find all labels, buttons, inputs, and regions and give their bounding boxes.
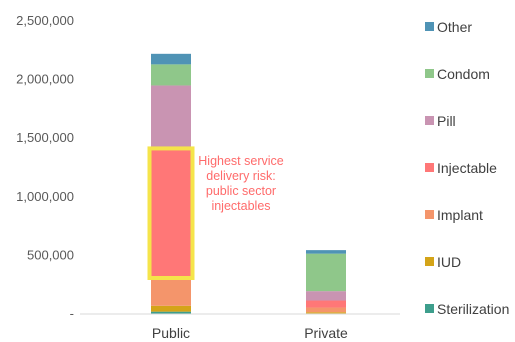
- highlight-box: [147, 146, 195, 280]
- bar-segment-condom-private: [306, 253, 346, 292]
- bar-segment-iud-public: [151, 305, 191, 312]
- legend-swatch-other: [425, 22, 434, 31]
- legend-label: Injectable: [437, 160, 497, 176]
- highlight-layer: [147, 146, 195, 280]
- legend-swatch-sterilization: [425, 304, 434, 313]
- legend-label: Pill: [437, 113, 456, 129]
- legend-label: Implant: [437, 207, 483, 223]
- bar-segment-pill-private: [306, 291, 346, 301]
- x-axis: Public Private: [152, 325, 348, 341]
- bar-segment-iud-private: [306, 312, 346, 314]
- bar-segment-injectable-public: [151, 149, 191, 277]
- x-tick-label: Public: [152, 325, 190, 341]
- legend-label: IUD: [437, 254, 461, 270]
- bar-segment-pill-public: [151, 85, 191, 150]
- y-tick-label: 1,000,000: [16, 189, 74, 204]
- legend-swatch-iud: [425, 257, 434, 266]
- bar-segment-other-private: [306, 250, 346, 254]
- bar-segment-condom-public: [151, 64, 191, 86]
- y-tick-label: 1,500,000: [16, 130, 74, 145]
- annotation-line: delivery risk:: [206, 169, 275, 183]
- legend-swatch-injectable: [425, 163, 434, 172]
- legend-swatch-implant: [425, 210, 434, 219]
- annotation-line: Highest service: [198, 154, 283, 168]
- legend-label: Condom: [437, 66, 490, 82]
- bar-segment-implant-private: [306, 307, 346, 313]
- y-tick-label: 500,000: [27, 247, 74, 262]
- x-tick-label: Private: [304, 325, 348, 341]
- y-tick-label: 2,500,000: [16, 13, 74, 28]
- bar-segment-injectable-private: [306, 300, 346, 308]
- legend-swatch-pill: [425, 116, 434, 125]
- annotation-line: public sector: [206, 184, 276, 198]
- annotation-line: injectables: [211, 199, 270, 213]
- bar-segment-sterilization-public: [151, 311, 191, 314]
- bar-segment-implant-public: [151, 276, 191, 306]
- legend: Other Condom Pill Injectable Implant IUD Steri…: [425, 19, 509, 317]
- legend-label: Sterilization: [437, 301, 509, 317]
- y-tick-label: -: [70, 306, 74, 321]
- legend-label: Other: [437, 19, 472, 35]
- bars: [151, 53, 346, 314]
- y-axis: - 500,000 1,000,000 1,500,000 2,000,000 2,500…: [16, 13, 74, 321]
- legend-swatch-condom: [425, 69, 434, 78]
- y-tick-label: 2,000,000: [16, 72, 74, 87]
- bar-segment-other-public: [151, 53, 191, 65]
